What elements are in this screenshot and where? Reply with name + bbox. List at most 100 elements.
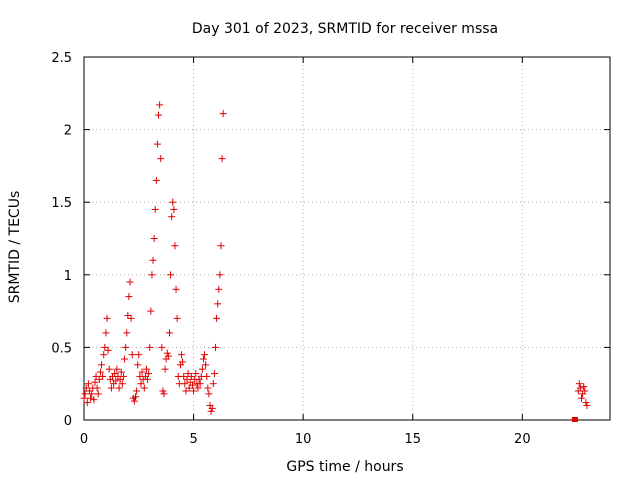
data-point [171, 242, 179, 250]
data-point [82, 384, 90, 392]
y-tick-label: 1 [64, 269, 72, 284]
x-tick-label: 5 [189, 432, 197, 447]
data-point [150, 235, 158, 242]
data-point [583, 401, 591, 409]
data-point [167, 271, 175, 279]
x-tick-label: 20 [514, 432, 531, 447]
data-point [161, 365, 169, 373]
data-point [81, 390, 89, 398]
data-point [101, 343, 109, 351]
data-point-square [571, 417, 578, 422]
data-point [149, 256, 157, 264]
data-point [581, 387, 589, 395]
data-point [122, 343, 130, 351]
data-point [219, 110, 227, 118]
data-point [182, 387, 190, 395]
data-point [192, 370, 200, 378]
data-point [180, 372, 188, 380]
data-point [582, 399, 590, 407]
data-point [160, 390, 168, 398]
data-point [99, 372, 107, 380]
data-point [116, 375, 124, 383]
y-tick-label: 2.5 [51, 51, 72, 66]
data-point [204, 384, 212, 392]
data-point [133, 387, 141, 395]
data-point [100, 351, 108, 359]
data-point [121, 355, 129, 363]
data-point [137, 380, 145, 388]
data-point [146, 343, 154, 351]
data-point [107, 384, 115, 392]
data-point [199, 355, 207, 363]
data-point [145, 370, 153, 378]
data-point [184, 370, 192, 378]
data-point [198, 365, 206, 373]
x-axis-label: GPS time / hours [286, 459, 403, 475]
data-point [102, 329, 110, 337]
data-point [575, 380, 583, 388]
data-point [127, 314, 135, 322]
data-point [215, 285, 223, 293]
data-point [119, 372, 127, 380]
data-point [205, 390, 213, 398]
data-point [87, 394, 95, 402]
data-point [208, 404, 216, 412]
data-point [217, 242, 225, 250]
data-point [185, 384, 193, 392]
data-point [112, 377, 120, 385]
data-point [183, 375, 191, 383]
data-point [209, 380, 217, 388]
data-point [203, 372, 211, 380]
data-point [147, 307, 155, 315]
data-point [94, 390, 102, 398]
data-point [172, 285, 180, 293]
data-point [580, 383, 588, 391]
x-tick-label: 10 [295, 432, 312, 447]
data-point [111, 370, 119, 378]
data-point [134, 361, 142, 369]
data-point [104, 346, 112, 354]
data-point [173, 314, 181, 322]
data-point [92, 372, 100, 380]
data-point [95, 375, 103, 383]
data-point [118, 380, 126, 388]
data-point [190, 387, 198, 395]
data-point [187, 372, 195, 380]
data-point [98, 361, 106, 369]
data-point [93, 384, 101, 392]
data-point [212, 343, 219, 351]
data-point [202, 361, 210, 369]
data-point [153, 140, 161, 148]
data-point [213, 314, 221, 322]
y-tick-label: 2 [64, 124, 72, 139]
data-point [157, 155, 165, 163]
x-tick-label: 0 [80, 432, 88, 447]
data-point [151, 205, 159, 213]
data-point [159, 387, 167, 395]
data-point [169, 198, 177, 206]
data-point [158, 343, 166, 351]
data-point [178, 351, 186, 359]
data-point [165, 329, 173, 337]
data-point [576, 384, 584, 392]
data-point [164, 352, 172, 360]
data-point [155, 111, 163, 119]
chart-title: Day 301 of 2023, SRMTID for receiver mss… [192, 21, 498, 37]
data-point [168, 213, 176, 221]
data-point [214, 300, 222, 308]
data-point [218, 155, 226, 163]
y-tick-label: 0 [64, 414, 72, 429]
data-point [138, 368, 146, 376]
data-point [83, 399, 91, 407]
x-tick-label: 15 [404, 432, 421, 447]
data-point [142, 365, 150, 373]
data-point [152, 176, 160, 184]
data-point [123, 329, 131, 337]
y-tick-label: 0.5 [51, 341, 72, 356]
data-point [84, 380, 92, 388]
data-point [96, 368, 104, 376]
data-point [148, 271, 156, 279]
data-point [124, 311, 132, 319]
data-point [210, 370, 218, 378]
